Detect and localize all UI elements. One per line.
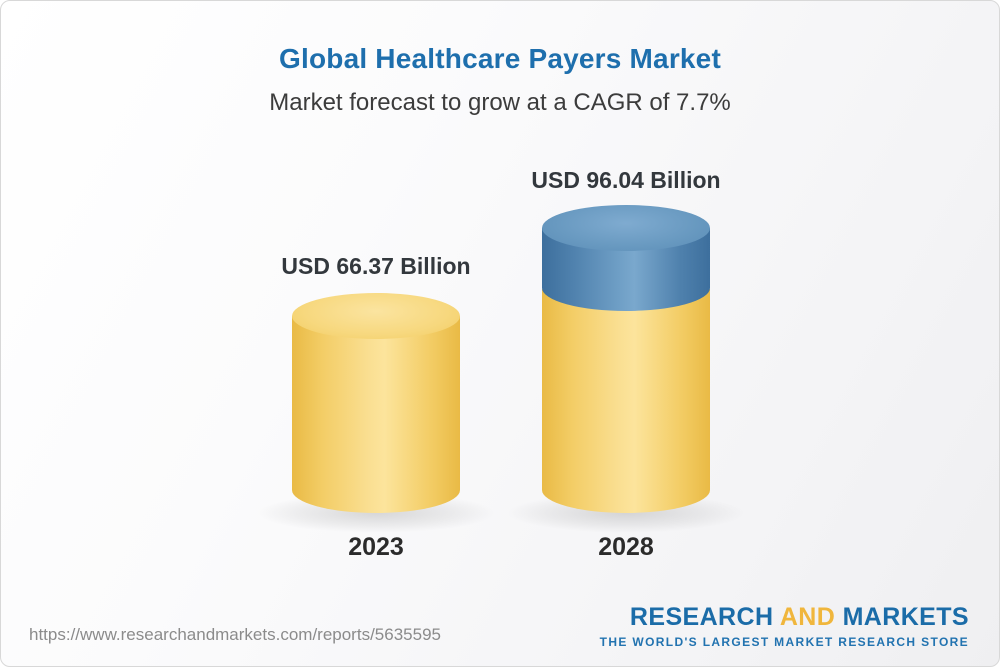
value-label-2028: USD 96.04 Billion — [531, 167, 721, 193]
logo-word-research: RESEARCH — [629, 603, 774, 631]
chart-title: Global Healthcare Payers Market — [279, 43, 721, 74]
bar-2023-top — [292, 293, 460, 339]
logo-wordmark: RESEARCH AND MARKETS — [600, 603, 969, 632]
logo-tagline: THE WORLD'S LARGEST MARKET RESEARCH STOR… — [599, 635, 969, 649]
value-label-2023: USD 66.37 Billion — [281, 253, 471, 279]
logo-word-markets: MARKETS — [842, 603, 969, 631]
axis-label-2028: 2028 — [598, 533, 654, 561]
chart-subtitle: Market forecast to grow at a CAGR of 7.7… — [269, 89, 731, 116]
source-url[interactable]: https://www.researchandmarkets.com/repor… — [29, 625, 441, 644]
bar-2028-base-segment — [542, 289, 710, 513]
axis-label-2023: 2023 — [348, 533, 404, 561]
logo-word-and: AND — [779, 603, 836, 631]
bar-2023-body — [292, 316, 460, 513]
research-and-markets-logo: RESEARCH AND MARKETS THE WORLD'S LARGEST… — [600, 603, 969, 649]
bar-2028-top — [542, 205, 710, 251]
